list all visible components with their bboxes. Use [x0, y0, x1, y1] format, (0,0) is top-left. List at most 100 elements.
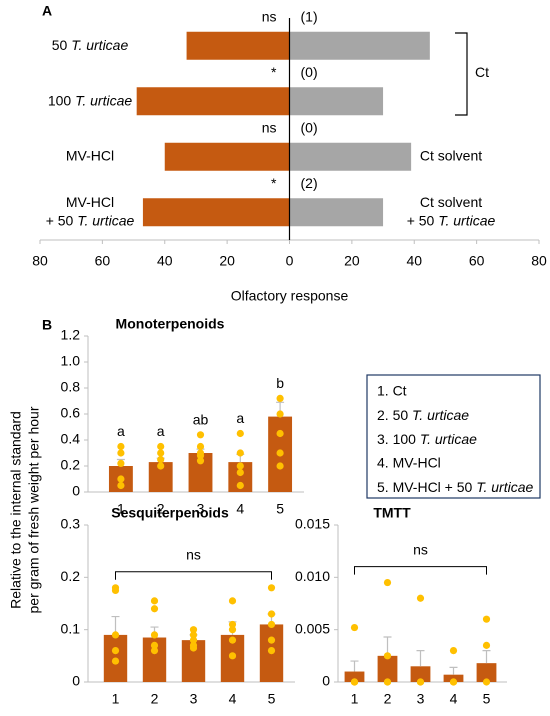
x-tick-label: 5	[276, 501, 284, 517]
bar	[228, 462, 253, 492]
bar	[142, 637, 167, 682]
category-label: MV-HCl	[66, 194, 114, 210]
x-tick-label: 2	[151, 691, 159, 707]
category-label: 50 T. urticae	[52, 36, 129, 52]
data-point	[111, 647, 120, 655]
x-tick-label: 3	[417, 691, 425, 707]
x-tick-label: 5	[483, 691, 491, 707]
legend-item: 1. Ct	[377, 383, 407, 399]
data-point	[117, 442, 125, 451]
data-point	[267, 610, 276, 618]
data-point	[117, 449, 125, 457]
group-label: Ct	[475, 64, 489, 80]
data-point	[267, 584, 276, 592]
bar	[377, 655, 398, 682]
group-label: Ct solvent	[420, 194, 482, 210]
significance-bracket	[354, 566, 487, 575]
y-tick-label: 0.2	[61, 568, 81, 584]
count: (1)	[301, 8, 318, 24]
data-point	[236, 449, 244, 457]
data-point	[383, 578, 392, 587]
data-point	[228, 652, 237, 660]
y-tick-label: 0.8	[61, 379, 81, 395]
x-tick-label: 4	[450, 691, 458, 707]
chart-title: Sesquiterpenoids	[111, 505, 229, 521]
x-tick-label: 1	[117, 501, 125, 517]
significance-letter: a	[157, 423, 165, 439]
y-tick-label: 0.010	[295, 568, 330, 584]
data-point	[449, 647, 458, 655]
chart-title: TMTT	[373, 505, 411, 521]
data-point	[276, 462, 284, 470]
significance-letter: a	[236, 410, 244, 426]
data-point	[189, 644, 198, 652]
significance-letter: a	[117, 423, 125, 439]
x-tick-label: 2	[157, 501, 165, 517]
data-point	[449, 678, 458, 686]
data-point	[236, 462, 244, 470]
bar	[181, 640, 206, 682]
y-axis-label: Relative to the internal standard	[8, 411, 24, 609]
data-point	[111, 631, 120, 639]
significance-letter: b	[276, 375, 284, 391]
data-point	[117, 459, 125, 467]
significance-bracket	[115, 571, 272, 580]
data-point	[150, 631, 159, 639]
x-tick-label: 1	[112, 691, 120, 707]
data-point	[276, 410, 284, 418]
bar	[344, 671, 365, 682]
legend-item: 4. MV-HCl	[377, 455, 441, 471]
count: (0)	[301, 119, 318, 135]
group-label: Ct solvent	[420, 147, 482, 163]
data-point	[111, 657, 120, 665]
legend-item: 5. MV-HCl + 50 T. urticae	[377, 479, 533, 495]
x-tick-label: 60	[95, 253, 111, 269]
y-axis-label: per gram of fresh weight per hour	[26, 406, 42, 613]
data-point	[157, 462, 165, 470]
data-point	[228, 597, 237, 605]
significance: ns	[186, 547, 201, 563]
significance: ns	[262, 119, 277, 135]
bar	[476, 663, 497, 682]
bar	[289, 31, 430, 60]
x-axis-label: Olfactory response	[231, 288, 349, 304]
data-point	[267, 647, 276, 655]
data-point	[228, 620, 237, 629]
x-tick-label: 20	[219, 253, 235, 269]
y-tick-label: 1.2	[61, 327, 81, 343]
data-point	[350, 623, 359, 632]
data-point	[276, 429, 284, 438]
x-tick-label: 3	[197, 501, 205, 517]
data-point	[267, 636, 276, 644]
category-label: + 50 T. urticae	[46, 212, 135, 228]
y-tick-label: 0	[72, 673, 80, 689]
data-point	[482, 615, 491, 623]
significance: *	[271, 175, 277, 191]
count: (0)	[301, 64, 318, 80]
category-label: MV-HCl	[66, 147, 114, 163]
significance: *	[271, 64, 277, 80]
data-point	[416, 678, 425, 686]
bar	[136, 87, 290, 116]
data-point	[196, 452, 205, 460]
data-point	[236, 429, 244, 438]
x-tick-label: 4	[229, 691, 237, 707]
y-tick-label: 0.4	[61, 431, 81, 447]
y-tick-label: 1.0	[61, 353, 81, 369]
error-bar	[416, 650, 425, 667]
significance: ns	[262, 8, 277, 24]
data-point	[482, 641, 491, 649]
bar	[164, 142, 290, 171]
data-point	[482, 678, 491, 686]
x-tick-label: 20	[344, 253, 360, 269]
y-tick-label: 0.3	[61, 516, 81, 532]
significance-letter: ab	[193, 412, 209, 428]
data-point	[276, 449, 284, 457]
x-tick-label: 80	[32, 253, 48, 269]
data-point	[150, 641, 159, 649]
group-label: + 50 T. urticae	[407, 212, 496, 228]
panel-label: B	[42, 317, 52, 333]
error-bar	[482, 650, 491, 664]
error-bar	[350, 660, 359, 672]
